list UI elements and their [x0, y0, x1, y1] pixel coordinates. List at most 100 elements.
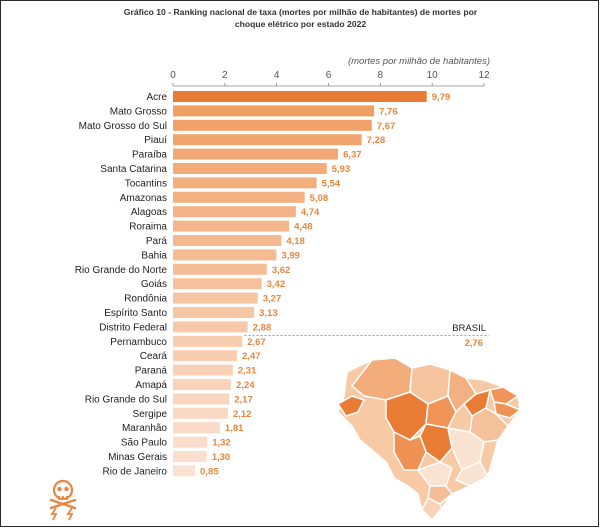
unit-label: (mortes por milhão de habitantes) [348, 56, 490, 67]
bar [173, 407, 228, 419]
skull-lightning-logo-icon [49, 479, 77, 520]
bar [173, 206, 296, 218]
bar [173, 235, 282, 246]
value-label: 2,67 [247, 337, 266, 348]
bar [173, 436, 208, 448]
reference-value-label: 2,76 [465, 338, 484, 349]
category-label: Sergipe [133, 409, 168, 420]
bar [173, 422, 220, 434]
value-label: 0,85 [200, 466, 219, 477]
bar [173, 148, 339, 160]
bar [173, 249, 277, 261]
category-label: Tocantins [125, 178, 167, 189]
chart-title-line-1: Gráfico 10 - Ranking nacional de taxa (m… [123, 7, 478, 17]
bar [173, 163, 327, 174]
bar [173, 177, 317, 189]
category-label: Amazonas [120, 193, 167, 204]
value-label: 5,93 [332, 164, 351, 175]
chart-title-line-2: choque elétrico por estado 2022 [234, 19, 367, 29]
category-label: Rio Grande do Norte [75, 265, 168, 276]
category-label: Minas Gerais [108, 452, 167, 463]
bar [173, 220, 290, 232]
bar [173, 350, 238, 362]
x-tick-label-10: 10 [427, 70, 439, 81]
bar [173, 364, 233, 376]
x-tick-label-8: 8 [378, 70, 384, 81]
value-label: 6,37 [343, 150, 362, 161]
value-label: 5,54 [322, 178, 341, 189]
value-label: 5,08 [310, 193, 329, 204]
bar [173, 465, 196, 477]
bar [173, 292, 258, 304]
x-tick-label-6: 6 [326, 70, 332, 81]
value-label: 1,32 [212, 438, 231, 449]
bar [173, 263, 267, 275]
x-tick-label-2: 2 [222, 70, 228, 81]
x-tick-label-12: 12 [478, 70, 490, 81]
category-label: Bahia [141, 250, 167, 261]
value-label: 4,18 [286, 236, 305, 247]
category-label: Goiás [141, 279, 167, 290]
value-label: 2,31 [238, 366, 257, 377]
value-label: 2,24 [236, 380, 255, 391]
value-label: 2,17 [234, 394, 253, 405]
bar [173, 278, 262, 290]
category-label: Alagoas [131, 207, 167, 218]
value-label: 1,30 [212, 452, 231, 463]
value-label: 2,88 [253, 322, 272, 333]
value-label: 4,48 [294, 222, 313, 233]
value-label: 7,76 [379, 106, 398, 117]
reference-label: BRASIL [452, 323, 486, 334]
category-label: Mato Grosso do Sul [79, 121, 167, 132]
value-label: 3,62 [272, 265, 291, 276]
bar [173, 119, 372, 131]
brazil-map-icon [336, 357, 522, 522]
bar [173, 393, 230, 405]
bar [173, 105, 375, 117]
category-label: Espírito Santo [104, 308, 167, 319]
value-label: 3,27 [263, 294, 282, 305]
category-label: Santa Catarina [100, 164, 167, 175]
category-label: Acre [146, 92, 167, 103]
category-label: Rio Grande do Sul [85, 394, 167, 405]
category-label: São Paulo [121, 438, 168, 449]
bar [173, 451, 207, 462]
value-label: 4,74 [301, 207, 320, 218]
bar [173, 321, 248, 333]
value-label: 3,13 [259, 308, 278, 319]
x-tick-label-0: 0 [170, 70, 176, 81]
category-label: Pará [146, 236, 168, 247]
bars-layer: Acre 9,79 Mato Grosso 7,76 Mato Grosso do Su… [75, 91, 489, 477]
category-label: Roraima [129, 222, 167, 233]
category-label: Rio de Janeiro [103, 466, 168, 477]
category-label: Piauí [144, 135, 167, 146]
value-label: 9,79 [432, 92, 451, 103]
x-tick-label-4: 4 [274, 70, 280, 81]
bar [173, 134, 362, 146]
category-label: Rondônia [124, 294, 167, 305]
bar [173, 379, 232, 390]
value-label: 3,99 [281, 250, 300, 261]
category-label: Paraná [135, 366, 168, 377]
category-label: Paraíba [132, 150, 167, 161]
category-label: Ceará [140, 351, 168, 362]
value-label: 7,28 [367, 135, 386, 146]
value-label: 3,42 [267, 279, 286, 290]
category-label: Distrito Federal [99, 322, 167, 333]
bar [173, 191, 305, 203]
bar [173, 335, 243, 347]
bar [173, 307, 255, 318]
axis-layer: (mortes por milhão de habitantes) 0 2 4 6 8 10… [170, 56, 490, 87]
category-label: Amapá [135, 380, 167, 391]
category-label: Pernambuco [110, 337, 167, 348]
value-label: 7,67 [377, 121, 396, 132]
value-label: 1,81 [225, 423, 244, 434]
category-label: Maranhão [122, 423, 167, 434]
value-label: 2,47 [242, 351, 261, 362]
category-label: Mato Grosso [110, 106, 168, 117]
chart-title: Gráfico 10 - Ranking nacional de taxa (m… [0, 6, 601, 30]
value-label: 2,12 [233, 409, 252, 420]
bar [173, 91, 427, 102]
